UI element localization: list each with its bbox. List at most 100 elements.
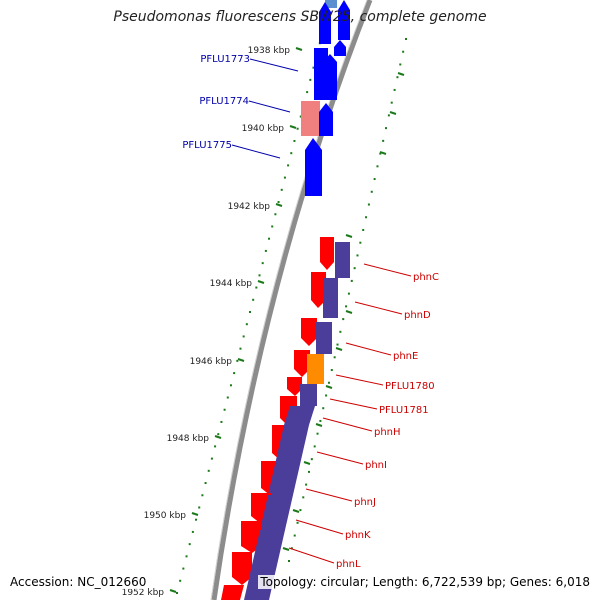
label-leader-line (335, 374, 384, 386)
gc-dot (293, 534, 296, 537)
cds-feature[interactable] (276, 425, 309, 460)
gc-dot (302, 496, 305, 499)
gc-dot (283, 176, 286, 179)
cds-feature[interactable] (316, 322, 332, 354)
gc-dot (277, 201, 280, 204)
scale-minor-tick (303, 461, 311, 465)
cds-feature[interactable] (300, 384, 317, 406)
scale-tick (237, 358, 245, 362)
gene-label[interactable]: PFLU1781 (379, 405, 429, 416)
gc-dot (390, 101, 393, 104)
gc-dot (204, 482, 207, 485)
backbone-layer (210, 0, 373, 601)
gc-dot (236, 359, 239, 362)
gc-dot (255, 286, 258, 289)
genome-backbone-highlight (210, 0, 368, 601)
gc-dot (261, 262, 264, 265)
gc-dot (362, 228, 365, 231)
cds-feature[interactable] (323, 54, 337, 100)
scale-minor-tick (345, 310, 353, 314)
gene-label[interactable]: phnI (365, 460, 387, 471)
gc-dot (399, 63, 402, 66)
cds-feature[interactable] (311, 272, 326, 308)
scale-tick (214, 435, 222, 439)
gc-dot (356, 254, 359, 257)
scale-minor-tick (325, 385, 333, 389)
cds-feature[interactable] (338, 0, 350, 40)
cds-feature[interactable] (260, 495, 293, 530)
gc-dot (365, 216, 368, 219)
cds-feature[interactable] (268, 460, 301, 495)
gene-label[interactable]: phnE (393, 351, 418, 362)
cds-feature[interactable] (334, 40, 346, 56)
cds-feature[interactable] (319, 103, 333, 136)
gc-dot (339, 330, 342, 333)
gene-label[interactable]: phnC (413, 272, 439, 283)
gene-label[interactable]: phnH (374, 427, 401, 438)
features-layer (221, 0, 350, 600)
gc-dot (191, 530, 194, 533)
gc-dot (179, 579, 182, 582)
gene-label[interactable]: phnD (404, 310, 431, 321)
gc-dot (382, 139, 385, 142)
gc-dot (307, 470, 310, 473)
cds-feature[interactable] (301, 101, 320, 136)
gc-dot (229, 384, 232, 387)
scale-minor-tick (335, 347, 343, 351)
scale-tick-label: 1944 kbp (210, 279, 253, 289)
cds-feature[interactable] (325, 0, 337, 8)
cds-feature[interactable] (221, 585, 244, 600)
gc-dot (217, 433, 220, 436)
label-leader-line (231, 144, 281, 159)
cds-feature[interactable] (284, 406, 315, 425)
gene-label[interactable]: PFLU1780 (385, 381, 435, 392)
gc-dot (210, 457, 213, 460)
scale-tick (275, 203, 283, 207)
gc-dot (290, 152, 293, 155)
cds-feature[interactable] (305, 138, 322, 196)
gc-dot (333, 356, 336, 359)
gene-label[interactable]: PFLU1773 (200, 54, 250, 65)
gc-dot (327, 381, 330, 384)
accession-text: Accession: NC_012660 (8, 575, 149, 589)
gene-label[interactable]: PFLU1775 (182, 140, 232, 151)
gc-dot (249, 311, 251, 313)
label-leader-line (288, 547, 335, 564)
topology-text: Topology: circular; Length: 6,722,539 bp… (258, 575, 592, 589)
gc-dot (316, 432, 319, 435)
cds-feature[interactable] (294, 350, 310, 377)
genome-backbone (211, 0, 373, 601)
gc-dot (310, 458, 313, 461)
cds-feature[interactable] (287, 377, 302, 396)
cds-feature[interactable] (301, 318, 317, 346)
cds-feature[interactable] (320, 237, 334, 270)
gene-label[interactable]: PFLU1774 (199, 96, 249, 107)
gc-dot (201, 494, 204, 497)
scale-tick (257, 280, 265, 284)
cds-feature[interactable] (307, 354, 324, 384)
gc-dot (376, 165, 379, 168)
gc-dot (325, 394, 328, 397)
gene-label[interactable]: phnJ (354, 497, 376, 508)
gene-label[interactable]: phnK (345, 530, 371, 541)
gc-dot (393, 88, 396, 91)
gc-dot (345, 305, 348, 308)
cds-feature[interactable] (319, 2, 331, 44)
gc-dot (239, 347, 242, 350)
scale-minor-tick (315, 423, 323, 427)
label-leader-line (345, 342, 392, 356)
scale-tick-label: 1952 kbp (122, 588, 165, 598)
gc-dot (245, 323, 248, 326)
cds-feature[interactable] (232, 552, 252, 585)
gc-dot (264, 249, 267, 252)
cds-feature[interactable] (252, 530, 285, 565)
gene-label[interactable]: phnL (336, 559, 361, 570)
gc-dot (185, 555, 188, 558)
scale-tick-label: 1942 kbp (228, 202, 271, 212)
cds-feature[interactable] (323, 278, 338, 318)
gc-dot (220, 420, 223, 423)
cds-feature[interactable] (335, 242, 350, 278)
scale-tick (289, 125, 297, 129)
